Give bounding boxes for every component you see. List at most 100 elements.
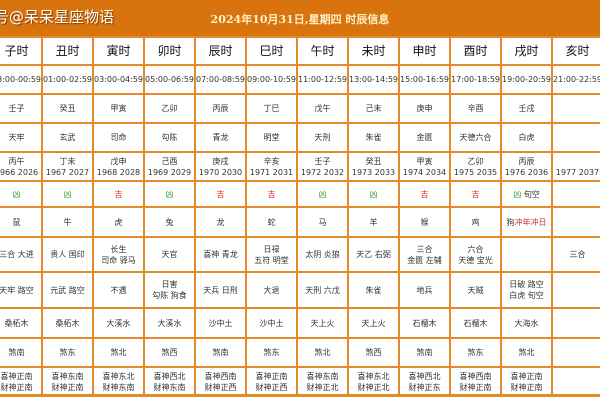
- good-line: 贵人 国印: [50, 250, 85, 259]
- dir-line: 财神东南: [102, 383, 135, 392]
- cell-nayin: 桑柘木: [0, 307, 43, 339]
- luck-badge: 吉: [471, 189, 480, 199]
- cell-good: 喜神 青龙: [194, 236, 247, 273]
- cell-nayin: 石榴木: [449, 307, 502, 339]
- cell-name: 巳时: [245, 36, 298, 66]
- cell-sha: 煞东: [245, 337, 298, 368]
- nayin-value: 沙中土: [259, 318, 284, 328]
- cell-bad: 元武 路空: [41, 271, 94, 309]
- good-line: 天官: [161, 250, 178, 259]
- cell-good: 贵人 国印: [41, 236, 94, 273]
- name-value: 戌时: [514, 43, 539, 58]
- star-value: 天牢: [8, 133, 25, 142]
- cell-dir: 喜神正南 财神正南: [500, 366, 553, 398]
- ganzhi-value: 庚申: [416, 104, 433, 113]
- name-value: 酉时: [463, 43, 488, 58]
- cell-ganzhi: 乙卯: [143, 93, 196, 124]
- dir-line: 喜神东北: [357, 372, 390, 381]
- ganzhi-value: 己未: [365, 104, 382, 113]
- year-list: 1967 2027: [45, 167, 90, 177]
- zodiac-animal: 蛇: [267, 217, 276, 227]
- zodiac-animal: 牛: [63, 217, 72, 227]
- shichen-table: 子时 丑时 寅时 卯时 辰时 巳时 午时 未时 申时 酉时 戌时 亥时 23:00-00:5901:00…: [0, 36, 600, 398]
- bad-line: 朱雀: [365, 285, 382, 295]
- star-value: 天德六合: [459, 133, 492, 142]
- star-value: 司命: [110, 133, 127, 142]
- clash-note: 冲年冲日: [514, 217, 547, 227]
- dir-line: 喜神西北: [153, 372, 186, 381]
- shichen-table-wrapper: 子时 丑时 寅时 卯时 辰时 巳时 午时 未时 申时 酉时 戌时 亥时 23:00-00:5901:00…: [0, 36, 600, 398]
- row-name: 子时 丑时 寅时 卯时 辰时 巳时 午时 未时 申时 酉时 戌时 亥时: [0, 36, 600, 66]
- cell-zodiac: 龙: [194, 206, 247, 238]
- nayin-value: 大海水: [514, 318, 539, 328]
- year-ganzhi: 丁未: [59, 156, 76, 166]
- cell-time: 19:00-20:59: [500, 64, 553, 95]
- cell-dir: [551, 366, 600, 398]
- bad-line: 日破 路空: [509, 280, 544, 289]
- cell-year: 辛亥 1971 2031: [245, 151, 298, 182]
- year-list: 1971 2031: [249, 167, 294, 177]
- dir-line: 喜神西北: [408, 372, 441, 381]
- cell-star: 天德六合: [449, 122, 502, 153]
- star-value: 金匮: [416, 133, 433, 142]
- cell-good: 三合: [551, 236, 600, 273]
- sha-value: 煞东: [467, 348, 484, 357]
- cell-good: 三合 金匮 左辅: [398, 236, 451, 273]
- luck-badge: 吉: [420, 189, 429, 199]
- cell-nayin: 沙中土: [245, 307, 298, 339]
- cell-zodiac: 羊: [347, 206, 400, 238]
- cell-zodiac: 虎: [92, 206, 145, 238]
- cell-star: 明堂: [245, 122, 298, 153]
- good-line: 喜神 青龙: [203, 250, 238, 259]
- row-good: 三合 大进 贵人 国印 长生 司命 驿马 天官 喜神 青龙 日禄 五符 明堂 太阴 炎狼 天乙 右…: [0, 236, 600, 273]
- ganzhi-value: 丁巳: [263, 104, 280, 113]
- cell-zodiac: 狗冲年冲日: [500, 206, 553, 238]
- cell-nayin: [551, 307, 600, 339]
- year-list: 1966 2026: [0, 167, 39, 177]
- cell-star: 青龙: [194, 122, 247, 153]
- good-line: 长生: [110, 244, 127, 254]
- bad-line: 勾陈 狗食: [152, 291, 187, 300]
- ganzhi-value: 丙辰: [212, 104, 229, 113]
- nayin-value: 天上火: [361, 318, 386, 328]
- cell-time: 23:00-00:59: [0, 64, 43, 95]
- cell-star: 金匮: [398, 122, 451, 153]
- year-ganzhi: 乙卯: [467, 156, 484, 166]
- luck-badge: 凶: [318, 189, 327, 199]
- ganzhi-value: 辛酉: [467, 104, 484, 113]
- dir-line: 财神正西: [255, 383, 288, 392]
- time-value: 17:00-18:59: [451, 75, 500, 84]
- cell-dir: 喜神西南 财神正南: [449, 366, 502, 398]
- name-value: 寅时: [106, 43, 131, 58]
- ganzhi-value: 壬戌: [518, 104, 535, 113]
- cell-year: 丁未 1967 2027: [41, 151, 94, 182]
- cell-sha: 煞北: [296, 337, 349, 368]
- cell-star: 司命: [92, 122, 145, 153]
- cell-luck: 凶: [143, 180, 196, 208]
- cell-good: 六合 天德 宝光: [449, 236, 502, 273]
- bad-line: 大退: [263, 285, 280, 295]
- luck-badge: 凶: [63, 189, 72, 199]
- dir-line: 喜神东北: [102, 372, 135, 381]
- cell-star: 朱雀: [347, 122, 400, 153]
- row-ganzhi: 壬子 癸丑 甲寅 乙卯 丙辰 丁巳 戊午 己未 庚申 辛酉 壬戌: [0, 93, 600, 124]
- zodiac-animal: 兔: [165, 217, 174, 227]
- cell-zodiac: 鸡: [449, 206, 502, 238]
- dir-line: 喜神正南: [510, 372, 543, 381]
- cell-dir: 喜神东北 财神正北: [347, 366, 400, 398]
- cell-bad: [551, 271, 600, 309]
- year-list: 1974 2034: [402, 167, 447, 177]
- cell-year: 己酉 1969 2029: [143, 151, 196, 182]
- header-bar: 号@呆呆星座物语 2024年10月31日,星期四 时辰信息: [0, 0, 600, 36]
- dir-line: 喜神西南: [459, 372, 492, 381]
- dir-line: 财神正西: [204, 383, 237, 392]
- cell-name: 酉时: [449, 36, 502, 66]
- cell-zodiac: 牛: [41, 206, 94, 238]
- cell-sha: 煞南: [194, 337, 247, 368]
- nayin-value: 石榴木: [412, 318, 437, 328]
- nayin-value: 大溪水: [106, 318, 131, 328]
- cell-nayin: 石榴木: [398, 307, 451, 339]
- cell-ganzhi: 庚申: [398, 93, 451, 124]
- row-time: 23:00-00:5901:00-02:5903:00-04:5905:00-0…: [0, 64, 600, 95]
- cell-year: 丙午1966 2026: [0, 151, 43, 182]
